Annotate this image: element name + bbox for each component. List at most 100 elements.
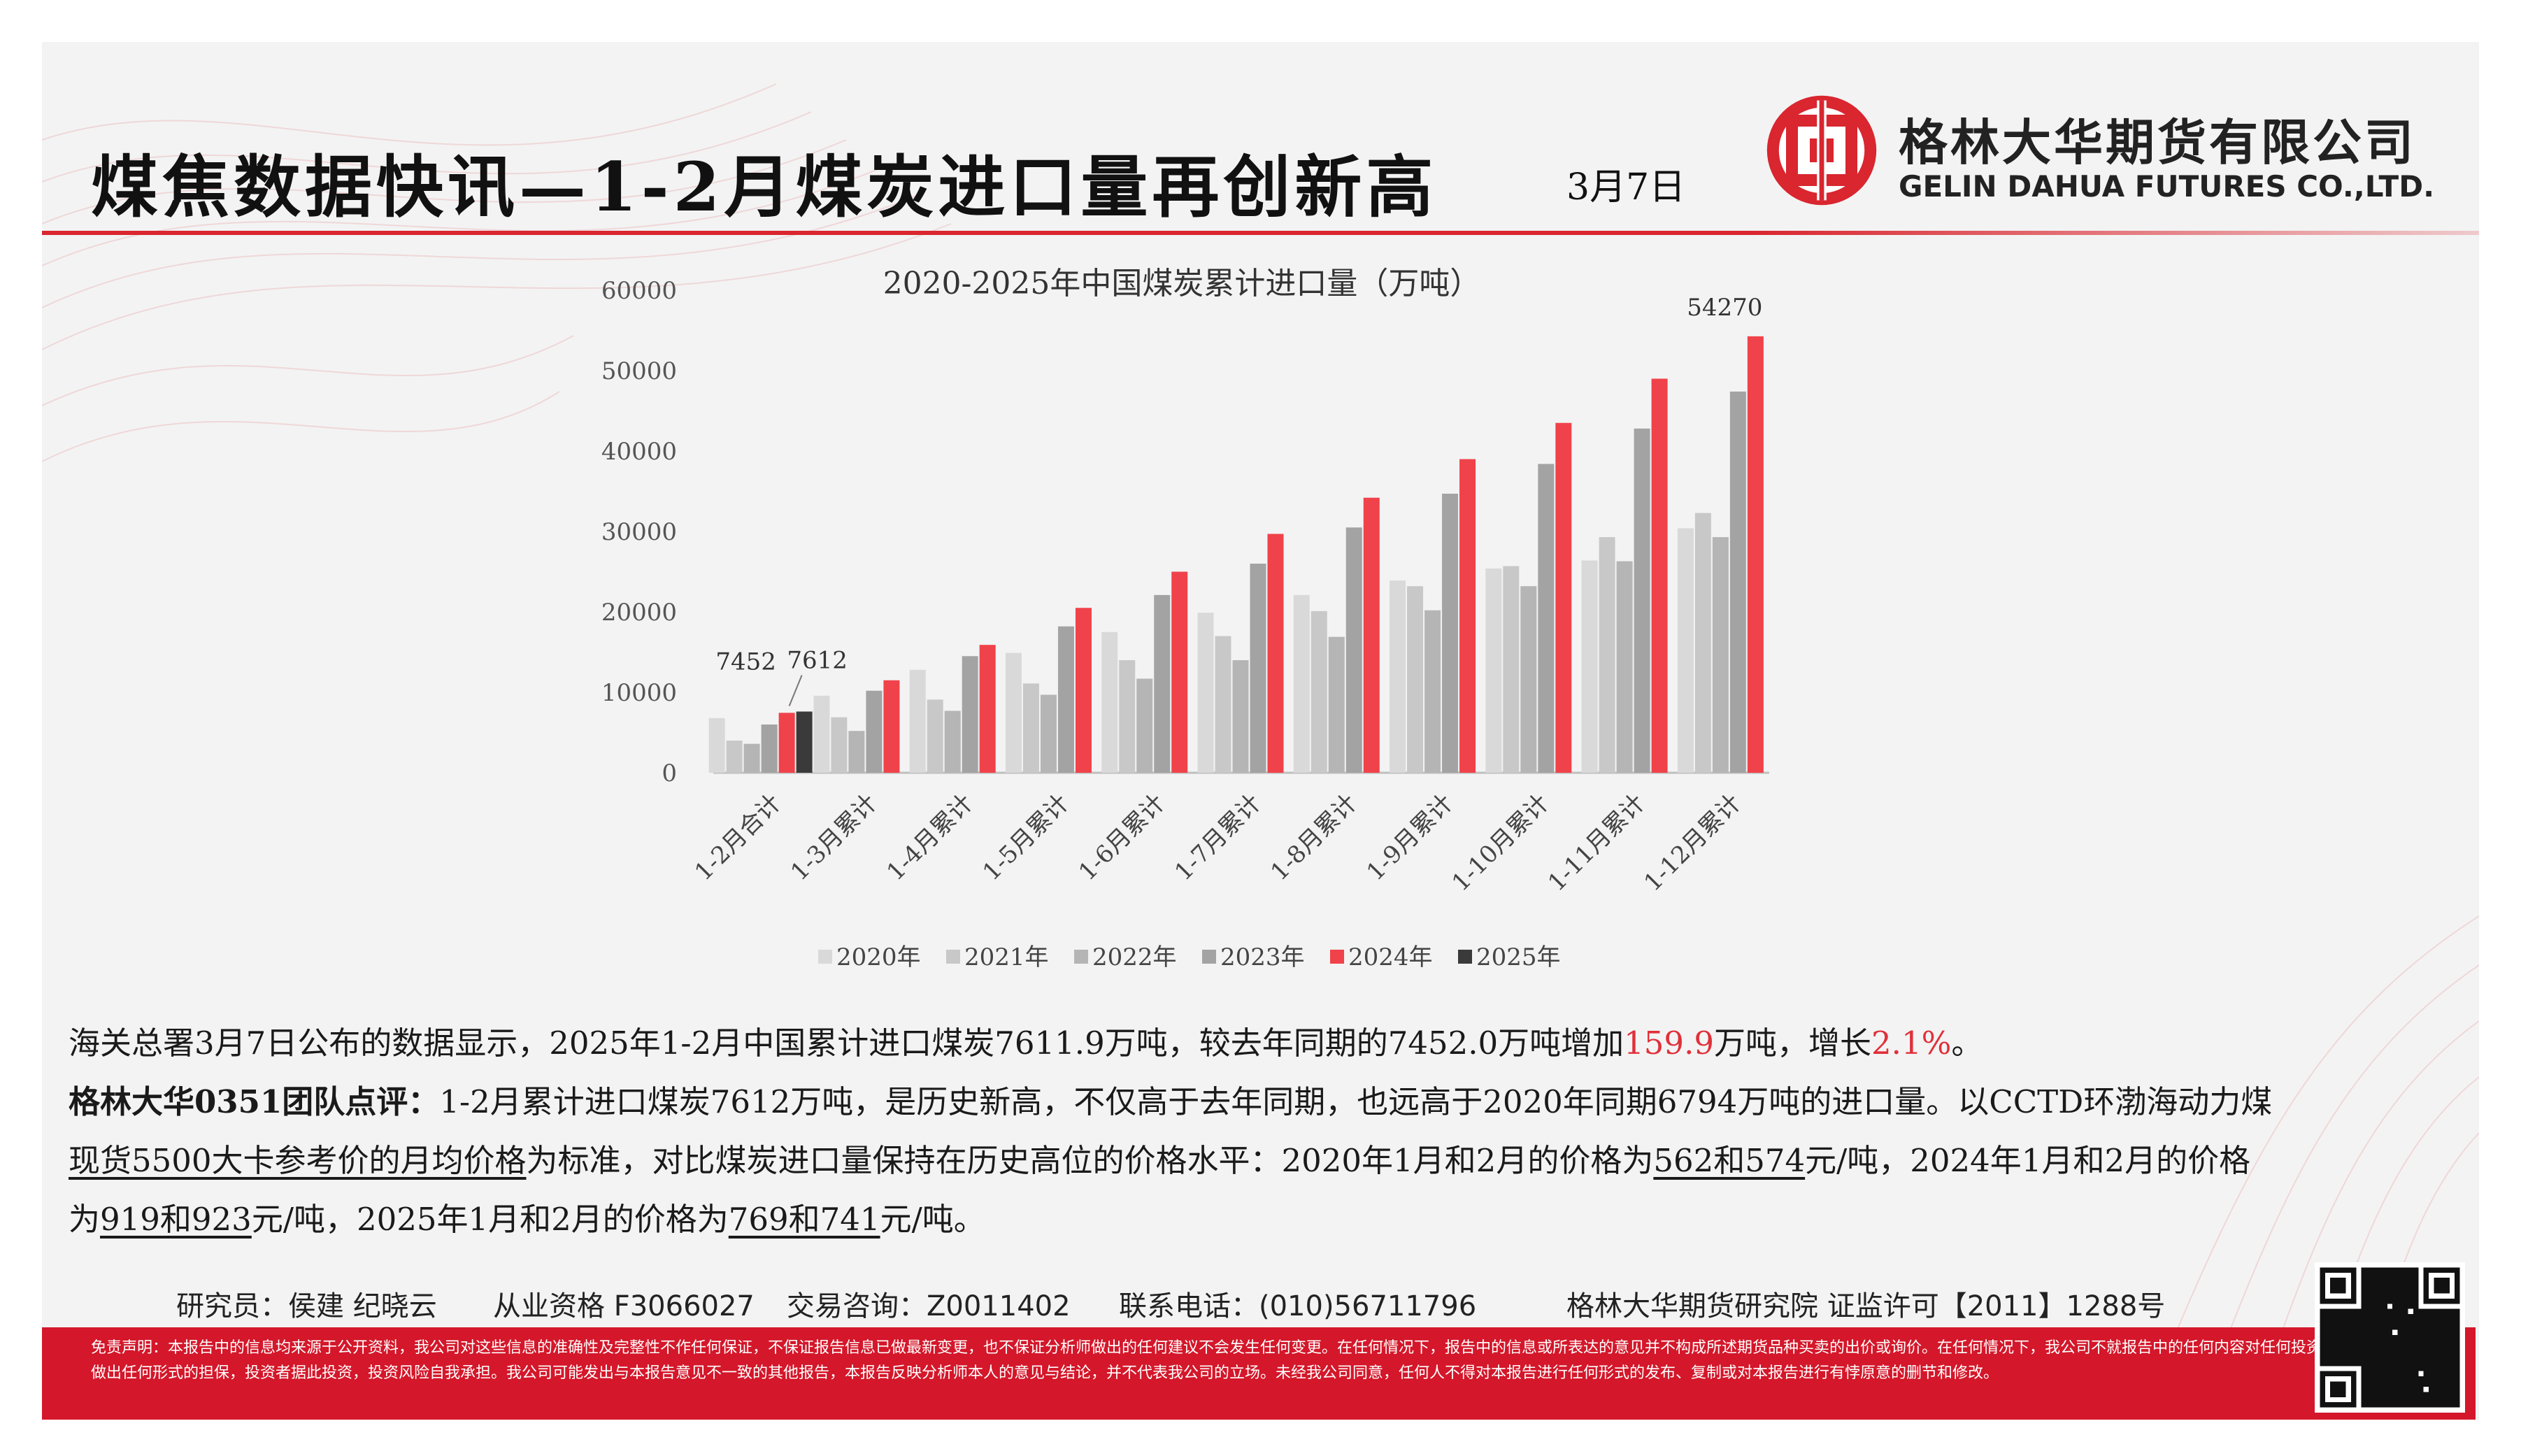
comment-text-2: 为标准，对比煤炭进口量保持在历史高位的价格水平：2020年1月和2月的价格为: [526, 1142, 1654, 1179]
bar-2023年-1-3月累计: [866, 690, 883, 773]
bar-2024年-1-9月累计: [1459, 459, 1476, 773]
bar-2020年-1-4月累计: [909, 669, 926, 773]
bar-2021年-1-8月累计: [1311, 611, 1327, 773]
team-comment-label: 格林大华0351团队点评：: [69, 1083, 440, 1120]
legend-label-2022年: 2022年: [1092, 943, 1177, 971]
commentary-text: 海关总署3月7日公布的数据显示，2025年1-2月中国累计进口煤炭7611.9万…: [69, 1014, 2446, 1249]
analyst-names: 研究员：侯建 纪晓云: [176, 1290, 437, 1322]
bar-2021年-1-6月累计: [1119, 660, 1136, 773]
legend-swatch-2024年: [1330, 950, 1344, 964]
legend-swatch-2023年: [1202, 950, 1216, 964]
y-tick-label: 0: [662, 759, 677, 787]
analyst-license: 从业资格 F3066027: [493, 1290, 755, 1322]
bar-2022年-1-3月累计: [848, 731, 865, 773]
x-tick-label: 1-2月合计: [690, 789, 787, 886]
bar-2023年-1-2月合计: [761, 725, 778, 773]
x-tick-label: 1-9月累计: [1362, 789, 1459, 886]
legend-label-2021年: 2021年: [964, 943, 1049, 971]
data-label-leader-line: [788, 675, 803, 706]
x-tick-label: 1-11月累计: [1543, 789, 1650, 897]
x-tick-label: 1-12月累计: [1638, 789, 1746, 897]
comment-text-3: 元/吨，2024年1月和2月的价格: [1805, 1142, 2251, 1179]
bar-2020年-1-11月累计: [1581, 560, 1598, 773]
bar-2021年-1-11月累计: [1599, 537, 1615, 773]
bar-2022年-1-10月累计: [1520, 586, 1537, 773]
bar-2025年-1-2月合计: [796, 711, 813, 773]
y-tick-label: 30000: [601, 518, 677, 546]
x-tick-label: 1-3月累计: [785, 789, 883, 886]
price-2020: 562和574: [1653, 1142, 1806, 1179]
qr-code-icon: [2315, 1262, 2465, 1413]
contact-phone: 联系电话：(010)56711796: [1119, 1290, 1477, 1322]
x-tick-label: 1-8月累计: [1266, 789, 1363, 886]
data-label-2024-full-year: 54270: [1687, 294, 1762, 322]
bar-2022年-1-11月累计: [1616, 561, 1633, 773]
bar-2020年-1-5月累计: [1005, 652, 1022, 773]
bar-2024年-1-2月合计: [778, 713, 795, 773]
bar-2024年-1-8月累计: [1363, 497, 1380, 773]
price-basis: 现货5500大卡参考价的月均价格: [69, 1142, 527, 1179]
bar-2021年-1-7月累计: [1215, 636, 1231, 773]
comment-text-4: 为: [69, 1201, 101, 1238]
bar-2021年-1-5月累计: [1022, 683, 1039, 773]
comment-text: 1-2月累计进口煤炭7612万吨，是历史新高，不仅高于去年同期，也远高于2020…: [439, 1083, 2273, 1120]
bar-2023年-1-11月累计: [1634, 428, 1650, 773]
bar-2020年-1-10月累计: [1485, 568, 1502, 773]
legend-swatch-2021年: [946, 950, 960, 964]
legend-label-2020年: 2020年: [836, 943, 921, 971]
news-text-2: 万吨，增长: [1714, 1025, 1872, 1062]
bar-2023年-1-9月累计: [1442, 493, 1459, 773]
bar-2024年-1-10月累计: [1555, 422, 1572, 773]
comment-text-6: 元/吨。: [880, 1201, 985, 1238]
bar-2024年-1-4月累计: [979, 645, 996, 773]
bar-2024年-1-12月累计: [1747, 336, 1764, 773]
bar-2021年-1-3月累计: [831, 717, 848, 773]
logo-company-name-cn: 格林大华期货有限公司: [1899, 114, 2416, 171]
bar-2022年-1-5月累计: [1040, 694, 1057, 773]
bar-2020年-1-6月累计: [1101, 631, 1118, 773]
bar-2020年-1-9月累计: [1390, 580, 1406, 773]
bar-2021年-1-12月累计: [1694, 513, 1711, 773]
x-tick-label: 1-10月累计: [1447, 789, 1555, 897]
legend-swatch-2020年: [818, 950, 832, 964]
x-tick-label: 1-6月累计: [1073, 789, 1171, 886]
institute-license: 格林大华期货研究院 证监许可【2011】1288号: [1566, 1290, 2166, 1322]
bar-2023年-1-10月累计: [1538, 464, 1555, 773]
comment-text-5: 元/吨，2025年1月和2月的价格为: [251, 1201, 729, 1238]
legend-swatch-2025年: [1458, 950, 1472, 964]
disclaimer-text: 免责声明：本报告中的信息均来源于公开资料，我公司对这些信息的准确性及完整性不作任…: [91, 1339, 2322, 1382]
comment-paragraph: 格林大华0351团队点评：1-2月累计进口煤炭7612万吨，是历史新高，不仅高于…: [69, 1073, 2446, 1249]
news-text: 海关总署3月7日公布的数据显示，2025年1-2月中国累计进口煤炭7611.9万…: [69, 1025, 1624, 1062]
bar-2024年-1-3月累计: [883, 680, 900, 773]
bar-2021年-1-2月合计: [726, 741, 743, 773]
bar-2020年-1-3月累计: [813, 695, 830, 773]
bar-2021年-1-9月累计: [1407, 586, 1424, 773]
growth-rate: 2.1%: [1871, 1025, 1952, 1062]
news-paragraph: 海关总署3月7日公布的数据显示，2025年1-2月中国累计进口煤炭7611.9万…: [69, 1014, 2446, 1073]
legend-swatch-2022年: [1074, 950, 1088, 964]
legend-label-2024年: 2024年: [1348, 943, 1433, 971]
report-date: 3月7日: [1566, 166, 1686, 208]
bar-2021年-1-10月累计: [1503, 566, 1520, 773]
y-tick-label: 20000: [601, 599, 677, 627]
x-tick-label: 1-5月累计: [978, 789, 1075, 886]
news-text-3: 。: [1951, 1025, 1983, 1062]
bar-2022年-1-2月合计: [743, 743, 760, 773]
bar-2024年-1-11月累计: [1651, 378, 1668, 773]
bar-2024年-1-6月累计: [1171, 571, 1188, 773]
logo-company-name-en: GELIN DAHUA FUTURES CO.,LTD.: [1899, 169, 2435, 204]
legend-label-2025年: 2025年: [1476, 943, 1561, 971]
bar-2020年-1-2月合计: [708, 718, 725, 773]
bar-2022年-1-9月累计: [1424, 610, 1441, 773]
bar-2022年-1-4月累计: [944, 711, 961, 773]
bar-2022年-1-7月累计: [1232, 660, 1249, 773]
bar-2023年-1-7月累计: [1250, 564, 1266, 773]
chart-title: 2020-2025年中国煤炭累计进口量（万吨）: [883, 266, 1481, 301]
increase-amount: 159.9: [1624, 1025, 1714, 1062]
y-tick-label: 10000: [601, 679, 677, 707]
disclaimer-bar: 免责声明：本报告中的信息均来源于公开资料，我公司对这些信息的准确性及完整性不作任…: [42, 1327, 2476, 1420]
y-tick-label: 60000: [601, 277, 677, 305]
trading-consult-id: 交易咨询：Z0011402: [787, 1290, 1071, 1322]
bar-2022年-1-6月累计: [1136, 678, 1153, 773]
bar-2024年-1-7月累计: [1267, 534, 1284, 773]
